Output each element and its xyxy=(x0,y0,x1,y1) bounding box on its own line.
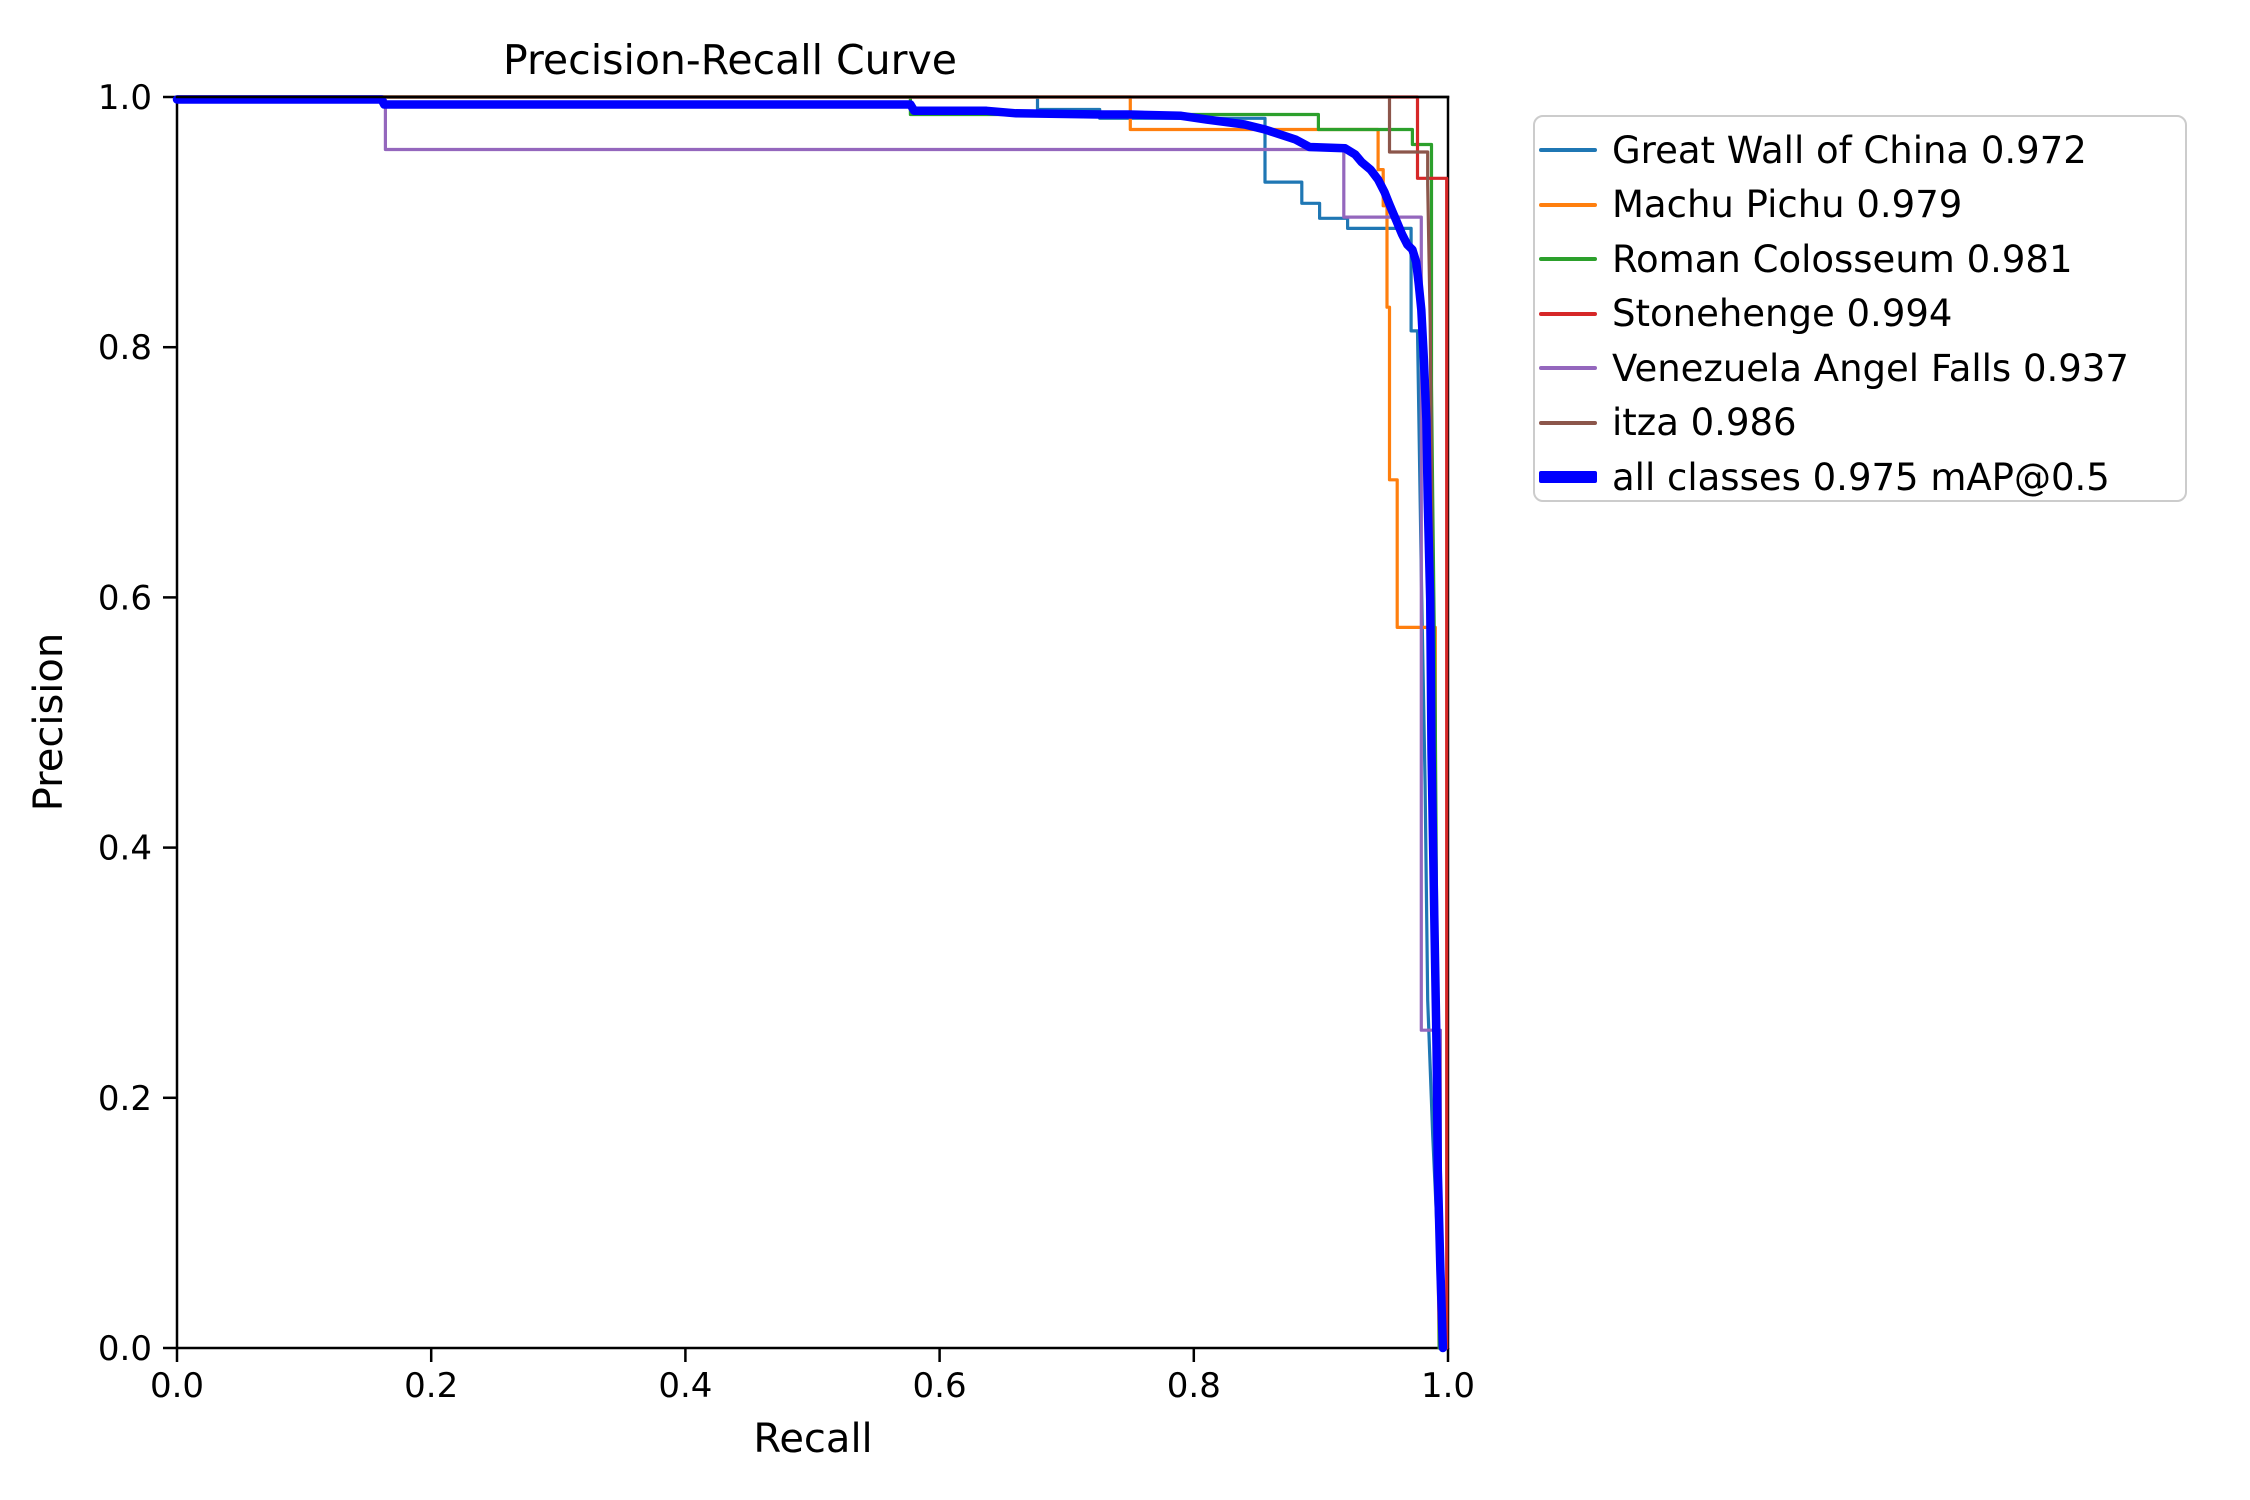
legend-line-sample xyxy=(1539,366,1597,371)
x-tick-label: 1.0 xyxy=(1421,1366,1475,1406)
legend-line-sample xyxy=(1539,420,1597,425)
legend-item: Great Wall of China 0.972 xyxy=(1539,123,2185,178)
y-axis-label: Precision xyxy=(26,633,72,811)
legend-line-sample xyxy=(1539,148,1597,153)
legend-label: Roman Colosseum 0.981 xyxy=(1612,237,2073,281)
y-tick-label: 1.0 xyxy=(98,78,152,118)
legend-label: Machu Pichu 0.979 xyxy=(1612,183,1963,227)
y-tick-label: 0.0 xyxy=(98,1329,152,1369)
legend-item: Venezuela Angel Falls 0.937 xyxy=(1539,341,2185,396)
legend-item: Roman Colosseum 0.981 xyxy=(1539,232,2185,287)
x-tick-label: 0.0 xyxy=(150,1366,204,1406)
legend-item: itza 0.986 xyxy=(1539,396,2185,451)
legend-label: itza 0.986 xyxy=(1612,401,1797,445)
legend-label: Great Wall of China 0.972 xyxy=(1612,128,2087,172)
legend-line-sample xyxy=(1539,257,1597,262)
x-tick-label: 0.8 xyxy=(1167,1366,1221,1406)
legend-box: Great Wall of China 0.972 Machu Pichu 0.… xyxy=(1533,115,2187,502)
y-tick-label: 0.2 xyxy=(98,1079,152,1119)
series-all-classes xyxy=(172,95,1448,1353)
x-tick-label: 0.2 xyxy=(404,1366,458,1406)
legend-label: Stonehenge 0.994 xyxy=(1612,292,1953,336)
x-axis-label: Recall xyxy=(753,1416,872,1462)
legend-item: Machu Pichu 0.979 xyxy=(1539,178,2185,233)
x-tick-label: 0.6 xyxy=(913,1366,967,1406)
legend-item: Stonehenge 0.994 xyxy=(1539,287,2185,342)
axis-ticks: 0.0 0.2 0.4 0.6 0.8 1.0 0.0 0.2 0.4 0.6 0.8 1.0 xyxy=(98,78,1475,1406)
x-tick-label: 0.4 xyxy=(658,1366,712,1406)
y-tick-label: 0.4 xyxy=(98,829,152,869)
y-tick-label: 0.8 xyxy=(98,328,152,368)
legend-item: all classes 0.975 mAP@0.5 xyxy=(1539,450,2185,505)
legend-label: Venezuela Angel Falls 0.937 xyxy=(1612,346,2129,390)
chart-title: Precision-Recall Curve xyxy=(503,36,957,84)
legend-line-sample xyxy=(1539,471,1597,484)
legend-line-sample xyxy=(1539,311,1597,316)
legend-label: all classes 0.975 mAP@0.5 xyxy=(1612,455,2110,499)
plot-area xyxy=(177,97,1448,1348)
y-tick-label: 0.6 xyxy=(98,578,152,618)
legend-line-sample xyxy=(1539,202,1597,207)
